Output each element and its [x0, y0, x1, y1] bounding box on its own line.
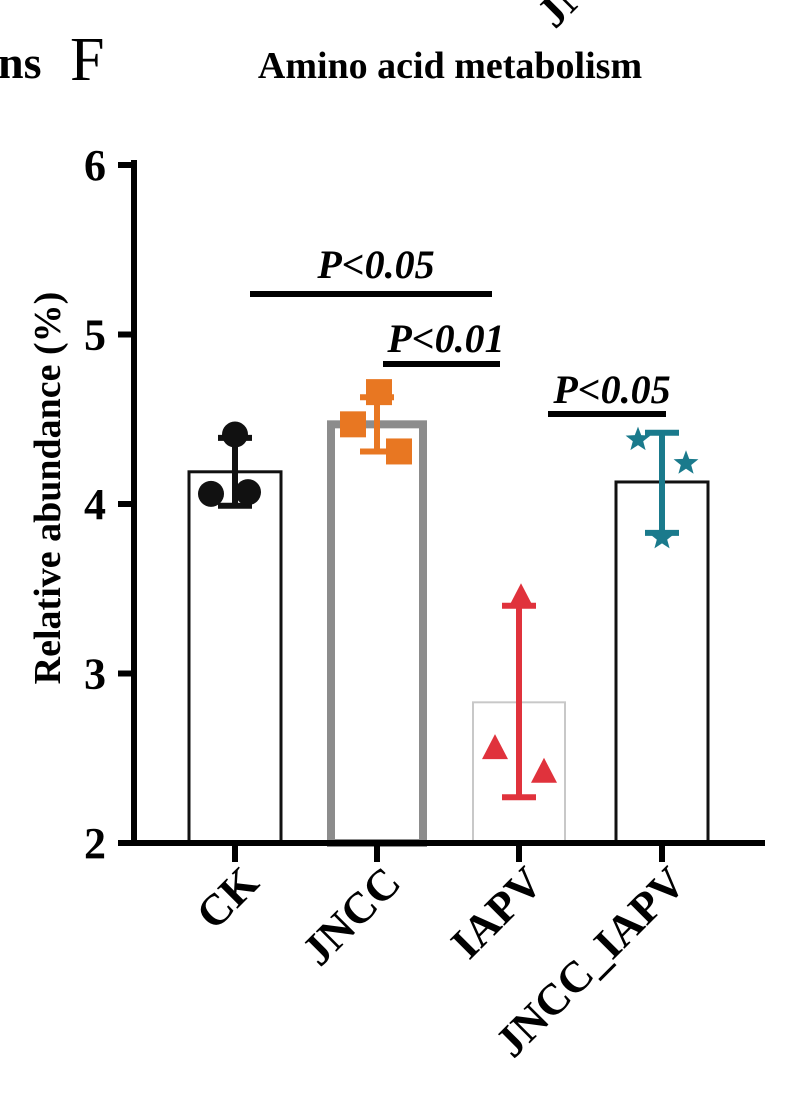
panel-top-fragment: JN [527, 0, 600, 37]
bars [187, 420, 710, 847]
data-point-triangle [531, 757, 557, 783]
annotation-iapv-jncc-iapv: P<0.05 [548, 367, 671, 417]
annotation-jncc-iapv: P<0.01 [383, 316, 505, 367]
y-ticks: 2 3 4 5 6 [84, 141, 134, 868]
annotation-text: P<0.05 [552, 367, 670, 412]
data-point-star [625, 426, 651, 451]
data-point-circle [198, 480, 224, 507]
bar-jncc [327, 420, 427, 847]
data-point-star [673, 450, 699, 474]
data-point-star [649, 524, 675, 549]
data-points [198, 379, 699, 783]
data-point-triangle [482, 734, 508, 760]
y-tick-label: 6 [84, 141, 106, 190]
data-point-circle [235, 479, 261, 506]
annotation-text: P<0.01 [386, 316, 504, 361]
panel-left-fragment: ns [0, 37, 41, 88]
data-point-square [386, 438, 412, 465]
y-tick-label: 5 [84, 311, 106, 360]
annotation-text: P<0.05 [316, 242, 434, 287]
x-tick-label: IAPV [441, 857, 552, 968]
x-tick-label: JNCC [292, 857, 410, 975]
data-point-square [366, 379, 392, 406]
data-point-square [340, 411, 366, 438]
y-tick-label: 2 [84, 819, 106, 868]
error-bars [218, 394, 679, 801]
chart-title: Amino acid metabolism [258, 45, 642, 87]
y-tick-label: 4 [84, 480, 106, 529]
data-point-triangle [508, 583, 534, 609]
panel-letter: F [70, 26, 104, 94]
data-point-circle [222, 421, 248, 448]
y-axis-label: Relative abundance (%) [27, 292, 69, 685]
x-tick-label: CK [187, 857, 268, 938]
annotation-ck-iapv: P<0.05 [250, 242, 492, 297]
y-tick-label: 3 [84, 650, 106, 699]
bar-ck [187, 470, 283, 845]
